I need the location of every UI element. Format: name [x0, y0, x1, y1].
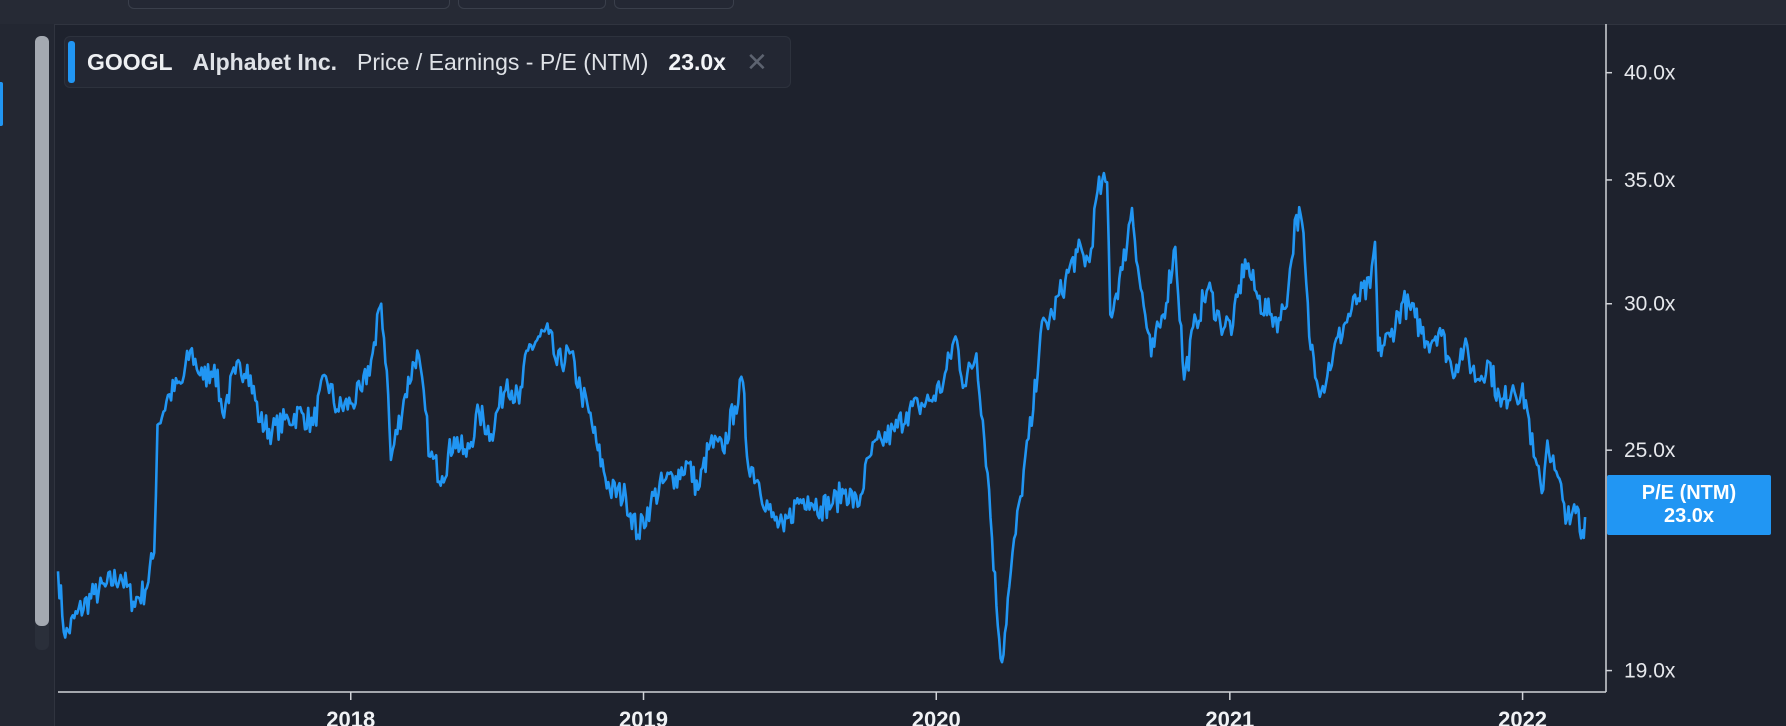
- x-tick-label: 2019: [619, 707, 668, 726]
- y-tick-label: 19.0x: [1624, 660, 1676, 683]
- x-tick-label: 2018: [326, 707, 375, 726]
- y-tick-label: 40.0x: [1624, 62, 1676, 85]
- legend-metric: Price / Earnings - P/E (NTM): [357, 48, 649, 75]
- close-icon[interactable]: ✕: [745, 46, 768, 77]
- series-line: [56, 171, 1587, 664]
- badge-label: P/E (NTM): [1641, 482, 1737, 504]
- legend-company: Alphabet Inc.: [192, 48, 338, 75]
- vertical-scrollbar[interactable]: [35, 36, 49, 650]
- badge-value: 23.0x: [1663, 505, 1715, 527]
- plot-area: [56, 171, 1587, 664]
- x-tick-label: 2021: [1205, 707, 1254, 726]
- top-toolbar: [0, 0, 1786, 25]
- legend-value: 23.0x: [668, 48, 726, 75]
- x-tick-label: 2022: [1498, 707, 1547, 726]
- toolbar-control[interactable]: [128, 0, 450, 9]
- rail-active-indicator: [0, 82, 3, 126]
- current-value-badge: P/E (NTM) 23.0x: [1607, 475, 1771, 535]
- legend-color-marker: [68, 41, 75, 83]
- toolbar-control[interactable]: [458, 0, 606, 9]
- toolbar-control[interactable]: [614, 0, 734, 9]
- y-tick-label: 35.0x: [1624, 169, 1676, 192]
- x-axis-ticks: 2018 2019 2020 2021 2022: [326, 692, 1547, 726]
- left-rail: [0, 24, 55, 726]
- series-legend: GOOGL Alphabet Inc. Price / Earnings - P…: [64, 36, 791, 88]
- x-tick-label: 2020: [912, 707, 961, 726]
- y-tick-label: 30.0x: [1624, 293, 1676, 316]
- scrollbar-thumb[interactable]: [35, 36, 49, 626]
- legend-ticker: GOOGL: [87, 48, 173, 75]
- y-axis-ticks: 19.0x 25.0x 30.0x 35.0x 40.0x: [1606, 62, 1676, 683]
- y-tick-label: 25.0x: [1624, 439, 1676, 462]
